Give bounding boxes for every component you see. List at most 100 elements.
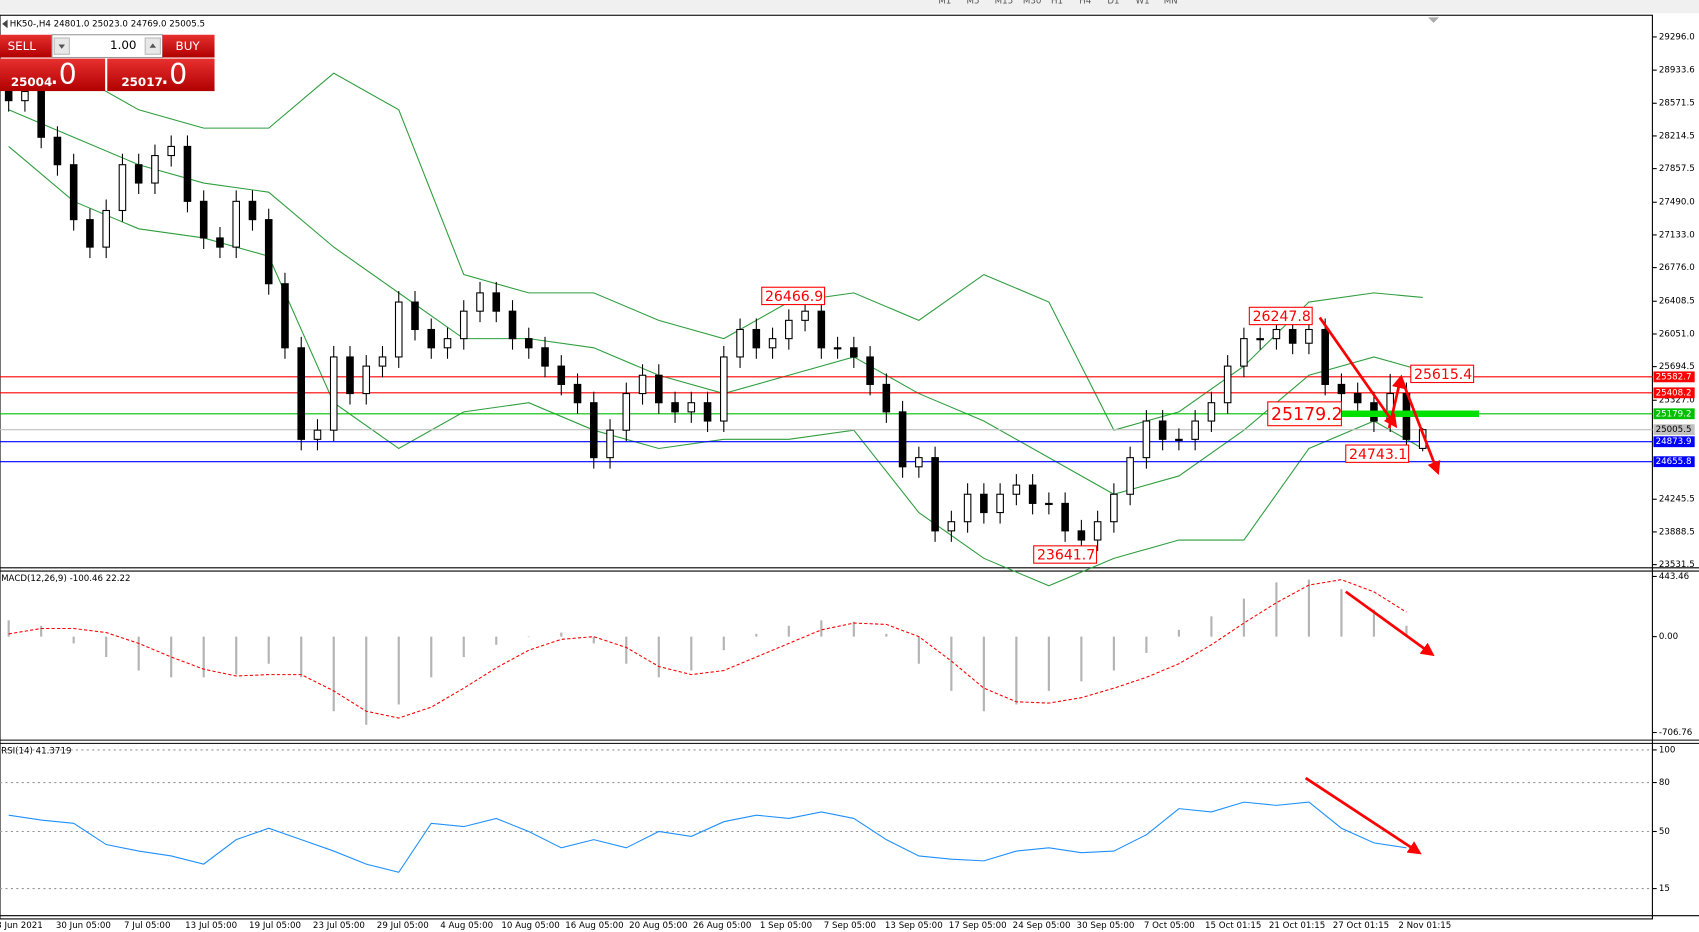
macd-bar [592,636,595,644]
macd-bar [1242,598,1245,637]
macd-bar [300,636,303,678]
candle-body [1158,420,1167,440]
macd-bar [1015,636,1018,705]
macd-bar [235,636,238,675]
y-tick-label: 26776.0 [1659,263,1695,273]
candle-body [232,200,241,248]
sell-button[interactable] [0,34,53,58]
timeframe-button[interactable]: W1 [1136,0,1150,7]
candle-body [216,237,224,248]
candle-body [394,301,403,358]
annotation-box [1410,364,1475,384]
macd-bar [657,636,660,678]
sell-label[interactable]: SELL [8,39,37,53]
buy-price-big[interactable]: .0 [160,58,187,91]
trade-panel: SELL 1.00 BUY 25004 .0 25017 .0 [0,34,215,92]
candle-body [980,493,988,514]
buy-price-box[interactable] [107,58,215,92]
candle-body [37,90,45,138]
candle-body [1191,420,1199,440]
timeframe-button[interactable]: M30 [1023,0,1041,7]
y-tick-label: 50 [1659,827,1670,837]
sell-price[interactable]: 25004 [11,75,52,89]
candle-body [541,347,549,367]
sell-price-big[interactable]: .0 [50,58,77,91]
timeframe-button[interactable]: M5 [967,0,980,7]
timeframe-button[interactable]: H4 [1079,0,1092,7]
timeframe-button[interactable]: D1 [1107,0,1119,7]
arrow [1399,376,1441,476]
y-tick-label: 24245.5 [1659,495,1695,505]
candle-body [720,356,728,422]
candle-body [443,338,452,349]
macd-bar [1275,582,1278,637]
macd-bar [105,636,108,657]
candle-body [459,310,468,340]
candle-body [53,136,62,166]
arrow [1387,374,1406,429]
rsi-line [8,801,1407,873]
candle-body [167,145,175,157]
macd-bar [1210,616,1213,637]
level-label: 24873.9 [1656,437,1692,447]
macd-bar [1145,636,1148,653]
candle-body [1045,502,1053,506]
candle-body [671,402,679,413]
x-tick-label: 23 Jul 05:00 [313,921,365,931]
macd-bar [917,636,920,664]
candle-body [1272,328,1281,340]
candle-body [622,393,631,431]
macd-bar [267,636,270,664]
macd-bar [1405,625,1408,637]
level-label-bg [1653,456,1695,468]
timeframe-button[interactable]: MN [1164,0,1178,7]
volume-value[interactable]: 1.00 [110,38,137,52]
sell-price-box[interactable] [0,58,106,92]
level-label: 24655.8 [1656,457,1692,467]
buy-button[interactable] [162,34,215,58]
candle-body [947,521,956,532]
annotation-label: 26247.8 [1253,309,1311,325]
timeframe-button[interactable]: M15 [995,0,1013,7]
level-label: 25179.2 [1656,409,1692,419]
candle-body [1142,420,1151,459]
x-tick-label: 20 Aug 05:00 [629,921,687,931]
macd-bar [495,636,498,645]
timeframe-button[interactable]: M1 [938,0,951,7]
candle-body [69,164,78,221]
level-label-bg [1653,436,1695,448]
down-icon [58,44,66,49]
x-tick-label: 16 Aug 05:00 [565,921,623,931]
y-tick-label: 0.00 [1659,632,1678,642]
candle-body [638,374,647,395]
candle-body [1256,338,1264,341]
candle-body [963,493,972,523]
candle-body [248,200,257,221]
trend-arrows [1304,316,1441,855]
buy-label[interactable]: BUY [176,39,201,53]
arrow [1304,776,1422,855]
candle-body [1353,393,1362,404]
candle-body [1028,484,1037,504]
macd-bar [1307,579,1311,637]
candle-body [589,402,598,459]
macd-bar [1112,636,1115,671]
y-tick-label: 15 [1659,884,1670,894]
support-bar [1341,410,1480,418]
candle-body [736,328,744,358]
timeframe-button[interactable]: H1 [1051,0,1063,7]
y-tick-label: 23888.5 [1659,527,1695,537]
level-label: 25408.2 [1656,388,1692,398]
candle-body [297,347,306,440]
macd-bar [397,636,400,705]
buy-price[interactable]: 25017 [121,75,162,89]
candle-body [118,164,127,212]
candle-body [752,328,761,349]
macd-bar [852,621,855,637]
x-tick-label: 26 Aug 05:00 [693,921,751,931]
macd-bar [365,636,368,725]
macd-bar [787,625,790,637]
macd-bar [982,636,985,712]
